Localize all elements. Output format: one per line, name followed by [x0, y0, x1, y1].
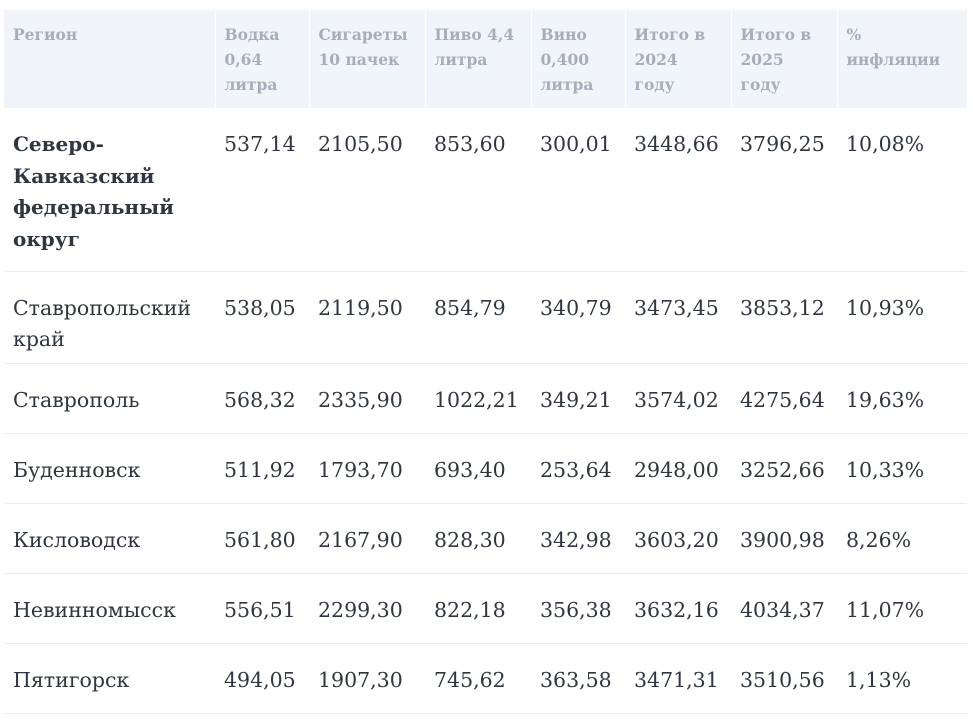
cell-cigarettes: 2105,50 [309, 108, 425, 272]
cell-region: Невинномысск [4, 573, 215, 644]
cell-inflation: 10,93% [837, 271, 967, 364]
cell-total-2024: 3632,16 [625, 573, 731, 644]
cell-total-2025: 3510,56 [731, 643, 837, 714]
cell-wine: 300,01 [531, 108, 625, 272]
cell-total-2024: 3473,45 [625, 271, 731, 364]
inflation-table-container: Регион Водка 0,64 литра Сигареты 10 паче… [4, 10, 967, 714]
cell-region: Ставропольский край [4, 271, 215, 364]
cell-beer: 1022,21 [425, 363, 531, 434]
header-cell-inflation: % инфляции [837, 10, 967, 108]
header-cell-total-2024: Итого в 2024 году [625, 10, 732, 108]
table-header: Регион Водка 0,64 литра Сигареты 10 паче… [4, 10, 967, 108]
cell-inflation: 19,63% [837, 363, 967, 434]
inflation-table: Регион Водка 0,64 литра Сигареты 10 паче… [4, 10, 967, 714]
cell-beer: 745,62 [425, 643, 531, 714]
table-row: Кисловодск 561,80 2167,90 828,30 342,98 … [4, 503, 967, 574]
cell-vodka: 556,51 [215, 573, 309, 644]
table-body: Северо-Кавказский федеральный округ 537,… [4, 108, 967, 714]
cell-region: Буденновск [4, 433, 215, 504]
cell-region: Северо-Кавказский федеральный округ [4, 108, 215, 272]
cell-inflation: 10,33% [837, 433, 967, 504]
cell-beer: 828,30 [425, 503, 531, 574]
table-row: Буденновск 511,92 1793,70 693,40 253,64 … [4, 433, 967, 504]
cell-total-2024: 3471,31 [625, 643, 731, 714]
cell-region: Пятигорск [4, 643, 215, 714]
cell-total-2025: 3252,66 [731, 433, 837, 504]
cell-total-2024: 3574,02 [625, 363, 731, 434]
cell-wine: 363,58 [531, 643, 625, 714]
cell-cigarettes: 1907,30 [309, 643, 425, 714]
cell-vodka: 568,32 [215, 363, 309, 434]
cell-cigarettes: 2299,30 [309, 573, 425, 644]
cell-wine: 253,64 [531, 433, 625, 504]
header-cell-cigarettes: Сигареты 10 пачек [309, 10, 426, 108]
cell-total-2025: 3900,98 [731, 503, 837, 574]
cell-beer: 854,79 [425, 271, 531, 364]
cell-total-2024: 3448,66 [625, 108, 731, 272]
header-cell-beer: Пиво 4,4 литра [425, 10, 532, 108]
cell-inflation: 8,26% [837, 503, 967, 574]
cell-wine: 349,21 [531, 363, 625, 434]
cell-beer: 853,60 [425, 108, 531, 272]
cell-beer: 693,40 [425, 433, 531, 504]
cell-cigarettes: 2119,50 [309, 271, 425, 364]
cell-vodka: 494,05 [215, 643, 309, 714]
header-row: Регион Водка 0,64 литра Сигареты 10 паче… [4, 10, 967, 108]
cell-wine: 340,79 [531, 271, 625, 364]
header-cell-total-2025: Итого в 2025 году [731, 10, 838, 108]
table-row: Ставрополь 568,32 2335,90 1022,21 349,21… [4, 363, 967, 434]
header-cell-wine: Вино 0,400 литра [531, 10, 626, 108]
cell-region: Кисловодск [4, 503, 215, 574]
header-cell-region: Регион [4, 10, 216, 108]
cell-vodka: 561,80 [215, 503, 309, 574]
cell-cigarettes: 1793,70 [309, 433, 425, 504]
cell-region: Ставрополь [4, 363, 215, 434]
cell-cigarettes: 2335,90 [309, 363, 425, 434]
table-row: Северо-Кавказский федеральный округ 537,… [4, 108, 967, 272]
cell-vodka: 511,92 [215, 433, 309, 504]
cell-total-2025: 4034,37 [731, 573, 837, 644]
table-row: Ставропольский край 538,05 2119,50 854,7… [4, 271, 967, 364]
cell-cigarettes: 2167,90 [309, 503, 425, 574]
cell-total-2024: 3603,20 [625, 503, 731, 574]
cell-wine: 342,98 [531, 503, 625, 574]
cell-vodka: 538,05 [215, 271, 309, 364]
cell-beer: 822,18 [425, 573, 531, 644]
cell-wine: 356,38 [531, 573, 625, 644]
cell-total-2024: 2948,00 [625, 433, 731, 504]
cell-vodka: 537,14 [215, 108, 309, 272]
table-row: Пятигорск 494,05 1907,30 745,62 363,58 3… [4, 643, 967, 714]
table-row: Невинномысск 556,51 2299,30 822,18 356,3… [4, 573, 967, 644]
cell-total-2025: 4275,64 [731, 363, 837, 434]
cell-total-2025: 3796,25 [731, 108, 837, 272]
cell-inflation: 1,13% [837, 643, 967, 714]
header-cell-vodka: Водка 0,64 литра [215, 10, 310, 108]
cell-inflation: 10,08% [837, 108, 967, 272]
cell-total-2025: 3853,12 [731, 271, 837, 364]
cell-inflation: 11,07% [837, 573, 967, 644]
